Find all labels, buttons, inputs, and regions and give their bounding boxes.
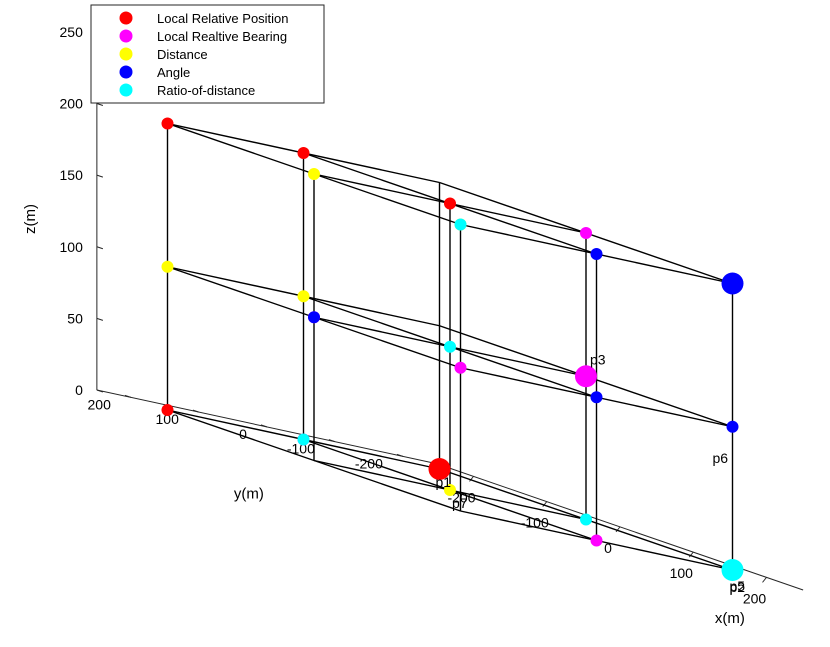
data-point — [721, 272, 744, 295]
z-tick-mark — [96, 103, 104, 106]
z-tick-mark — [96, 246, 104, 250]
point-label: p2 — [730, 579, 746, 595]
legend-marker — [119, 29, 133, 43]
legend-label: Local Realtive Bearing — [157, 29, 287, 44]
y-tick-mark — [396, 453, 404, 457]
x-tick-label: -100 — [521, 515, 549, 531]
data-point — [297, 147, 310, 159]
y-tick-label: -200 — [355, 455, 383, 471]
data-point — [590, 248, 603, 260]
data-point — [580, 513, 592, 526]
z-tick-label: 50 — [67, 310, 83, 326]
point-label: p6 — [713, 450, 729, 466]
point-label: p7 — [452, 495, 468, 511]
y-tick-label: 0 — [239, 426, 247, 442]
data-point — [297, 433, 310, 446]
data-point — [726, 420, 739, 433]
data-point — [428, 458, 451, 480]
y-tick-label: 100 — [156, 411, 180, 427]
legend-label: Angle — [157, 65, 190, 80]
legend-marker — [119, 83, 133, 97]
data-point — [297, 290, 310, 303]
y-tick-mark — [328, 439, 336, 443]
data-point — [454, 361, 467, 374]
data-point — [580, 227, 592, 239]
data-point — [444, 197, 456, 210]
x-tick-mark — [615, 526, 621, 533]
legend-label: Local Relative Position — [157, 11, 289, 26]
legend-marker — [119, 47, 133, 61]
data-point — [308, 168, 320, 180]
point-label: p1 — [436, 474, 452, 490]
point-label: p3 — [590, 351, 606, 367]
data-point — [161, 404, 174, 416]
x-tick-label: 200 — [743, 590, 767, 606]
data-point — [454, 218, 467, 231]
z-axis-label: z(m) — [22, 204, 39, 234]
legend-label: Distance — [157, 47, 208, 62]
y-axis-label: y(m) — [234, 485, 264, 502]
x-tick-mark — [469, 476, 474, 482]
data-point — [590, 391, 603, 404]
x-tick-mark — [762, 577, 767, 583]
z-tick-label: 0 — [75, 382, 83, 398]
data-point — [444, 340, 456, 353]
data-point — [444, 484, 456, 496]
x-tick-mark — [542, 501, 548, 507]
z-tick-label: 250 — [60, 24, 84, 40]
legend-label: Ratio-of-distance — [157, 83, 255, 98]
y-tick-mark — [124, 394, 132, 398]
x-tick-mark — [688, 551, 694, 558]
point-label: p5 — [730, 578, 746, 594]
data-point — [308, 311, 320, 324]
z-tick-label: 150 — [60, 167, 84, 183]
data-points — [161, 117, 744, 581]
data-point — [161, 260, 174, 273]
z-tick-label: 200 — [60, 96, 84, 112]
data-point — [161, 117, 174, 130]
y-tick-label: -100 — [287, 441, 315, 457]
y-tick-mark — [192, 409, 200, 413]
z-tick-mark — [96, 174, 104, 178]
data-point — [590, 534, 603, 547]
x-axis-label: x(m) — [715, 610, 745, 627]
z-tick-mark — [96, 317, 104, 321]
axes: -200-1000100200-200-10001002000501001502… — [22, 24, 804, 627]
z-tick-mark — [96, 389, 104, 393]
data-point — [575, 365, 597, 388]
legend-marker — [119, 11, 133, 25]
data-point — [721, 559, 744, 581]
y-tick-label: 200 — [88, 396, 112, 412]
legend-marker — [119, 65, 133, 79]
legend: Local Relative Position Local Realtive Be… — [90, 4, 325, 104]
y-tick-mark — [260, 424, 268, 428]
z-tick-label: 100 — [60, 239, 84, 255]
x-tick-label: 100 — [670, 565, 694, 581]
x-tick-label: 0 — [604, 540, 612, 556]
